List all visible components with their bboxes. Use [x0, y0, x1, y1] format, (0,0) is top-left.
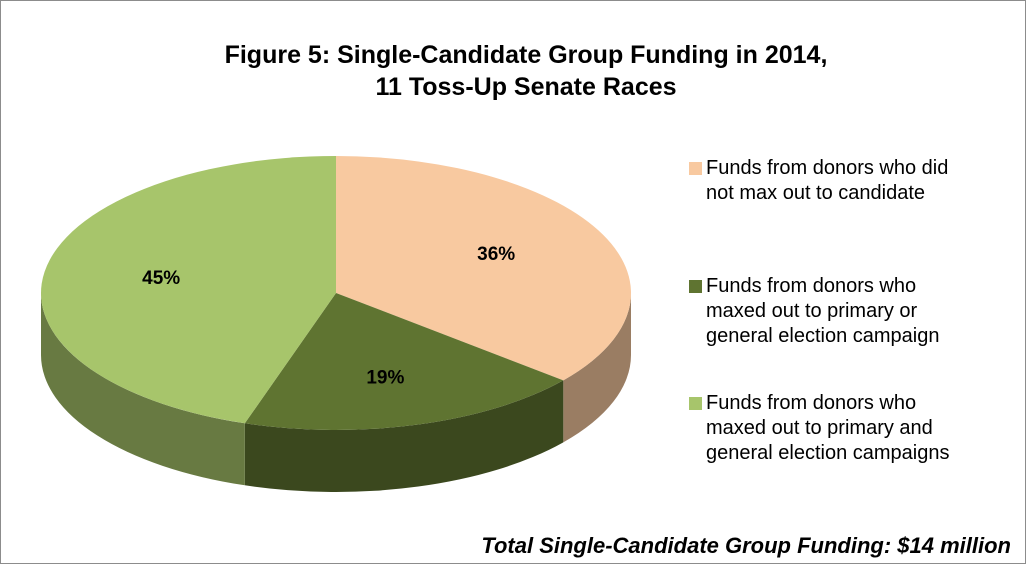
legend-label: Funds from donors who maxed out to prima…: [706, 392, 950, 464]
legend-item: Funds from donors who maxed out to prima…: [689, 274, 989, 349]
legend-swatch: [689, 397, 702, 410]
data-label: 36%: [477, 244, 515, 265]
legend-label: Funds from donors who did not max out to…: [706, 157, 949, 204]
slice: [244, 293, 564, 430]
legend-label: Funds from donors who maxed out to prima…: [706, 275, 940, 347]
slice: [41, 156, 336, 424]
slice: [336, 156, 631, 381]
title-line: Figure 5: Single-Candidate Group Funding…: [224, 41, 828, 69]
slice-side: [41, 293, 245, 486]
data-label: 19%: [366, 368, 404, 389]
legend-swatch: [689, 162, 702, 175]
data-label: 45%: [142, 268, 180, 289]
title-line: 11 Toss-Up Senate Races: [375, 73, 677, 101]
legend-item: Funds from donors who maxed out to prima…: [689, 391, 989, 466]
slice-side: [244, 380, 564, 492]
slice-side: [563, 293, 631, 443]
legend-swatch: [689, 280, 702, 293]
annotation: Total Single-Candidate Group Funding: $1…: [481, 533, 1011, 558]
chart-title: Figure 5: Single-Candidate Group Funding…: [1, 39, 1025, 103]
legend-item: Funds from donors who did not max out to…: [689, 156, 989, 206]
